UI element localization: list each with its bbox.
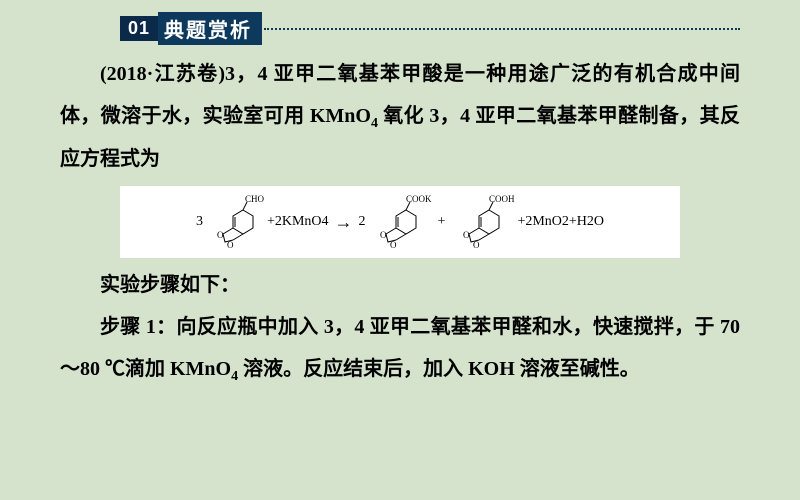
label-cook: COOK <box>406 194 432 204</box>
paragraph-1: (2018·江苏卷)3，4 亚甲二氧基苯甲酸是一种用途广泛的有机合成中间体，微溶… <box>60 53 740 180</box>
label-cooh: COOH <box>489 194 515 204</box>
paragraph-2: 实验步骤如下： <box>60 264 740 306</box>
tail-h2o-a: +H <box>569 214 587 230</box>
tail-h2o-c: O <box>594 214 604 230</box>
coef-1: 3 <box>196 214 203 230</box>
molecule-cho: CHO O O <box>205 192 265 252</box>
reagent-kmno4-b: 4 <box>322 214 329 230</box>
reaction-equation: 3 CHO O O +2KMnO4 → <box>120 186 680 258</box>
eq-left: 3 CHO O O +2KMnO4 <box>196 192 329 252</box>
svg-text:O: O <box>463 230 470 240</box>
paragraph-3: 步骤 1：向反应瓶中加入 3，4 亚甲二氧基苯甲醛和水，快速搅拌，于 70～80… <box>60 306 740 391</box>
svg-text:O: O <box>473 240 480 250</box>
label-cho: CHO <box>245 194 265 204</box>
tail-mno2-b: 2 <box>562 214 569 230</box>
svg-text:O: O <box>217 230 224 240</box>
eq-right: 2 COOK O O + <box>359 192 605 252</box>
tail-h2o-b: 2 <box>587 214 594 230</box>
molecule-cook: COOK O O <box>368 192 432 252</box>
section-header: 01 典题赏析 <box>120 12 740 45</box>
svg-text:O: O <box>380 230 387 240</box>
p1-sub-1: 4 <box>371 116 378 131</box>
section-title: 典题赏析 <box>158 12 262 45</box>
molecule-cooh: COOH O O <box>451 192 515 252</box>
svg-text:O: O <box>227 240 234 250</box>
p3-text-c: 溶液。反应结束后，加入 KOH 溶液至碱性。 <box>238 358 640 380</box>
reagent-kmno4-a: +2KMnO <box>267 214 322 230</box>
header-dotted-line <box>264 28 740 30</box>
coef-2: 2 <box>359 214 366 230</box>
tail-mno2-a: +2MnO <box>517 214 561 230</box>
section-badge: 01 <box>120 16 158 41</box>
reaction-arrow-icon: → <box>335 212 353 233</box>
svg-text:O: O <box>390 240 397 250</box>
plus-1: + <box>438 214 446 230</box>
